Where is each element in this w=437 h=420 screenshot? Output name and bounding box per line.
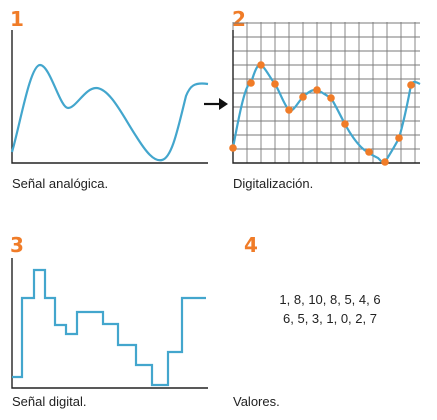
sample-point: [341, 120, 349, 128]
sample-point: [285, 106, 293, 114]
sampling-grid: [233, 22, 420, 163]
panel-number-1: 1: [10, 7, 24, 31]
sample-point: [395, 134, 403, 142]
digital-step-signal: [12, 270, 206, 385]
right-arrow-icon: [204, 98, 228, 110]
caption-analog: Señal analógica.: [12, 176, 108, 191]
values-line-1: 1, 8, 10, 8, 5, 4, 6: [279, 292, 380, 307]
panel-values: 4 1, 8, 10, 8, 5, 4, 6 6, 5, 3, 1, 0, 2,…: [233, 233, 381, 409]
sample-point: [247, 79, 255, 87]
sample-point: [271, 80, 279, 88]
sample-point: [381, 158, 389, 166]
panel-number-2: 2: [232, 7, 246, 31]
panel-number-4: 4: [244, 233, 258, 257]
sample-point: [327, 94, 335, 102]
panel-number-3: 3: [10, 233, 24, 257]
panel-digitization: 2 Digitalización.: [229, 7, 420, 191]
caption-digital: Señal digital.: [12, 394, 86, 409]
panel-digital: 3 Señal digital.: [10, 233, 208, 409]
sample-point: [407, 81, 415, 89]
sample-point: [257, 61, 265, 69]
sample-point: [365, 148, 373, 156]
values-line-2: 6, 5, 3, 1, 0, 2, 7: [283, 311, 377, 326]
caption-digitization: Digitalización.: [233, 176, 313, 191]
sample-point: [229, 144, 237, 152]
caption-values: Valores.: [233, 394, 280, 409]
sample-point: [313, 86, 321, 94]
sample-point: [299, 93, 307, 101]
panel-analog: 1 Señal analógica.: [10, 7, 208, 191]
analog-signal-curve: [12, 65, 208, 160]
